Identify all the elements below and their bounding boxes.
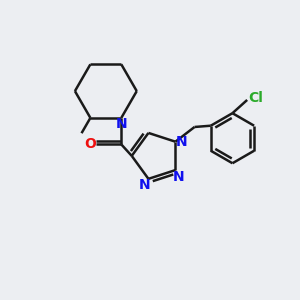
Text: N: N: [173, 169, 185, 184]
Text: O: O: [84, 137, 96, 152]
Text: N: N: [176, 135, 188, 149]
Text: N: N: [116, 117, 128, 131]
Text: N: N: [139, 178, 151, 192]
Text: Cl: Cl: [248, 92, 263, 106]
